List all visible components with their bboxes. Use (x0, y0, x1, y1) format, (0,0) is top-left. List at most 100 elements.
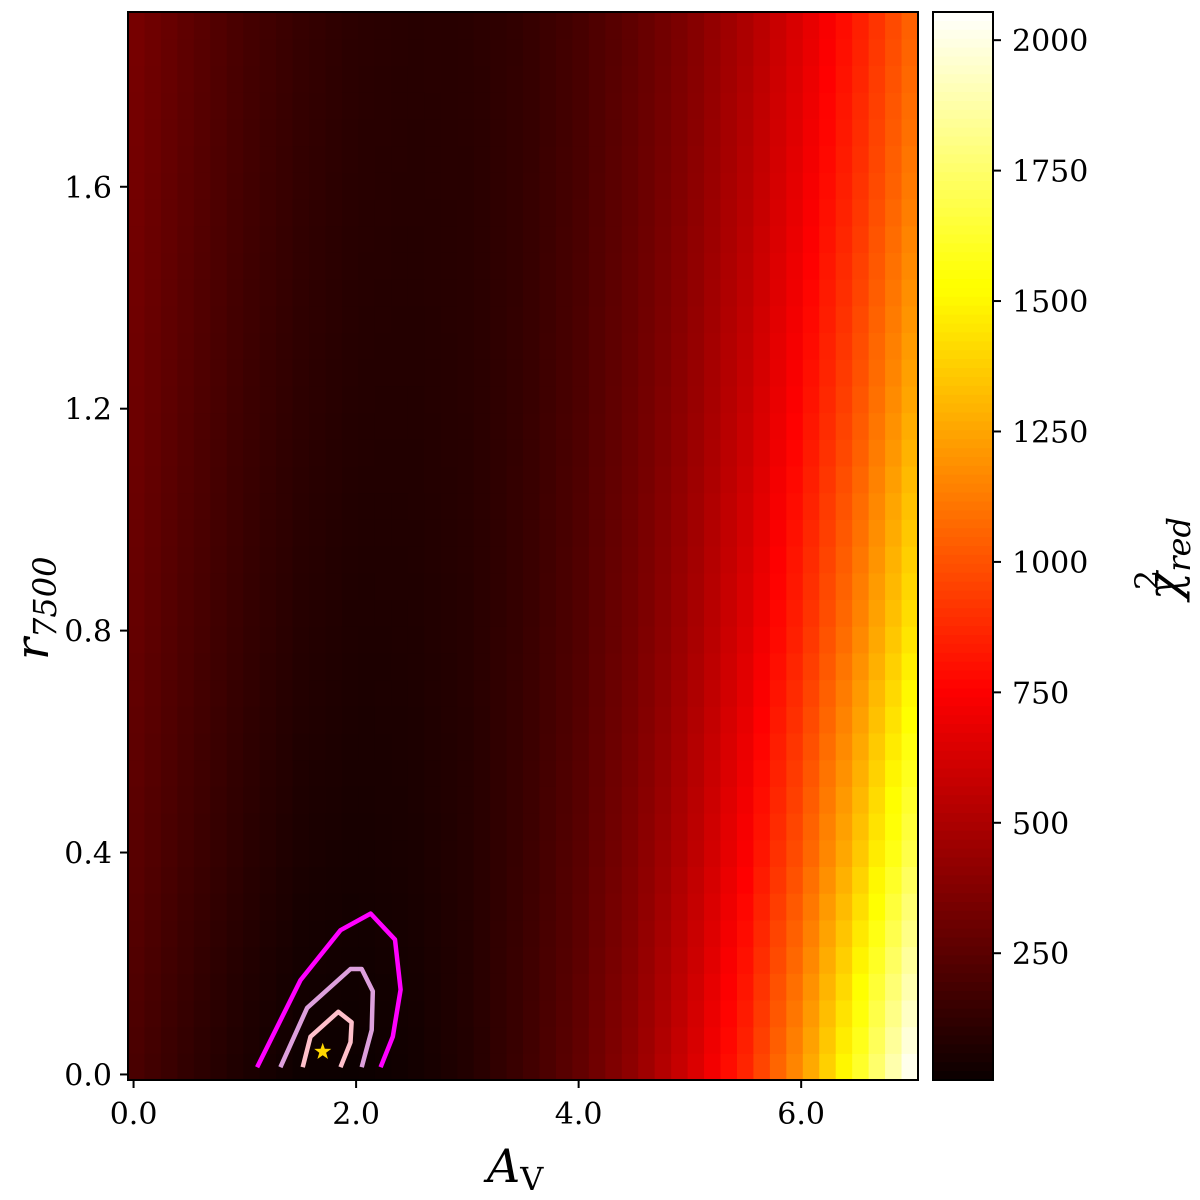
heatmap-cell (226, 118, 244, 147)
heatmap-cell (128, 305, 146, 333)
colorbar-tick-label: 1250 (1012, 415, 1088, 450)
heatmap-cell (292, 946, 310, 974)
colorbar-segment (933, 483, 993, 494)
heatmap-cell (424, 786, 442, 814)
heatmap-cell (852, 893, 870, 921)
heatmap-cell (605, 813, 623, 841)
heatmap-cell (374, 999, 392, 1028)
heatmap-cell (885, 919, 903, 948)
colorbar-segment (933, 732, 993, 743)
heatmap-cell (539, 786, 557, 814)
heatmap-cell (769, 12, 787, 40)
heatmap-cell (193, 572, 211, 600)
heatmap-cell (177, 813, 195, 841)
heatmap-cell (539, 973, 557, 1001)
heatmap-cell (687, 252, 705, 280)
heatmap-cell (704, 786, 722, 814)
heatmap-cell (736, 732, 755, 761)
heatmap-cell (819, 359, 837, 387)
heatmap-cell (572, 332, 590, 360)
heatmap-cell (588, 305, 606, 333)
heatmap-cell (391, 65, 409, 93)
heatmap-cell (621, 679, 639, 707)
heatmap-cell (852, 118, 870, 147)
heatmap-cell (555, 305, 573, 333)
colorbar-segment (933, 216, 993, 227)
heatmap-cell (490, 225, 508, 253)
heatmap-cell (226, 145, 244, 173)
heatmap-cell (259, 839, 277, 867)
heatmap-cell (539, 759, 557, 787)
colorbar-segment (933, 29, 993, 40)
heatmap-cell (868, 92, 886, 120)
heatmap-cell (868, 732, 886, 761)
heatmap-cell (852, 786, 870, 814)
heatmap-cell (374, 919, 392, 948)
heatmap-cell (638, 65, 656, 93)
heatmap-cell (341, 145, 360, 173)
heatmap-cell (605, 679, 623, 707)
heatmap-cell (819, 279, 837, 307)
heatmap-cell (391, 759, 409, 787)
heatmap-cell (687, 946, 705, 974)
heatmap-cell (259, 385, 277, 414)
colorbar-segment (933, 474, 993, 485)
heatmap-cell (671, 145, 689, 173)
heatmap-cell (374, 1053, 392, 1081)
heatmap-cell (490, 279, 508, 307)
heatmap-cell (457, 732, 475, 761)
heatmap-cell (802, 652, 820, 681)
heatmap-cell (407, 973, 425, 1001)
heatmap-cell (374, 973, 392, 1001)
heatmap-cell (243, 786, 261, 814)
heatmap-cell (226, 172, 244, 200)
heatmap-cell (802, 572, 820, 600)
heatmap-cell (523, 252, 541, 280)
heatmap-cell (309, 279, 327, 307)
heatmap-cell (506, 465, 524, 494)
heatmap-cell (736, 439, 755, 467)
heatmap-cell (539, 38, 557, 66)
heatmap-cell (605, 439, 623, 467)
heatmap-cell (687, 839, 705, 867)
heatmap-cell (901, 759, 919, 787)
heatmap-cell (555, 1026, 573, 1054)
heatmap-cell (539, 439, 557, 467)
heatmap-cell (654, 492, 672, 520)
heatmap-cell (769, 732, 787, 761)
heatmap-cell (276, 252, 294, 280)
heatmap-cell (210, 279, 228, 307)
heatmap-cell (786, 92, 804, 120)
heatmap-cell (720, 305, 738, 333)
heatmap-cell (539, 225, 557, 253)
heatmap-cell (539, 252, 557, 280)
heatmap-cell (309, 599, 327, 627)
heatmap-cell (720, 252, 738, 280)
heatmap-cell (457, 465, 475, 494)
heatmap-cell (325, 786, 343, 814)
heatmap-cell (638, 1053, 656, 1081)
heatmap-cell (506, 813, 524, 841)
heatmap-cell (819, 626, 837, 654)
heatmap-cell (226, 999, 244, 1028)
heatmap-cell (753, 172, 771, 200)
colorbar-segment (933, 47, 993, 58)
heatmap-cell (506, 492, 524, 520)
heatmap-cell (819, 145, 837, 173)
heatmap-cell (671, 492, 689, 520)
heatmap-cell (555, 252, 573, 280)
heatmap-cell (210, 813, 228, 841)
heatmap-cell (704, 92, 722, 120)
heatmap-cell (885, 546, 903, 574)
heatmap-cell (802, 492, 820, 520)
heatmap-cell (539, 332, 557, 360)
heatmap-cell (325, 412, 343, 440)
heatmap-cell (407, 279, 425, 307)
heatmap-cell (292, 385, 310, 414)
heatmap-cell (374, 198, 392, 227)
heatmap-cell (523, 38, 541, 66)
heatmap-cell (885, 465, 903, 494)
heatmap-cell (226, 305, 244, 333)
heatmap-cell (704, 919, 722, 948)
heatmap-cell (374, 626, 392, 654)
